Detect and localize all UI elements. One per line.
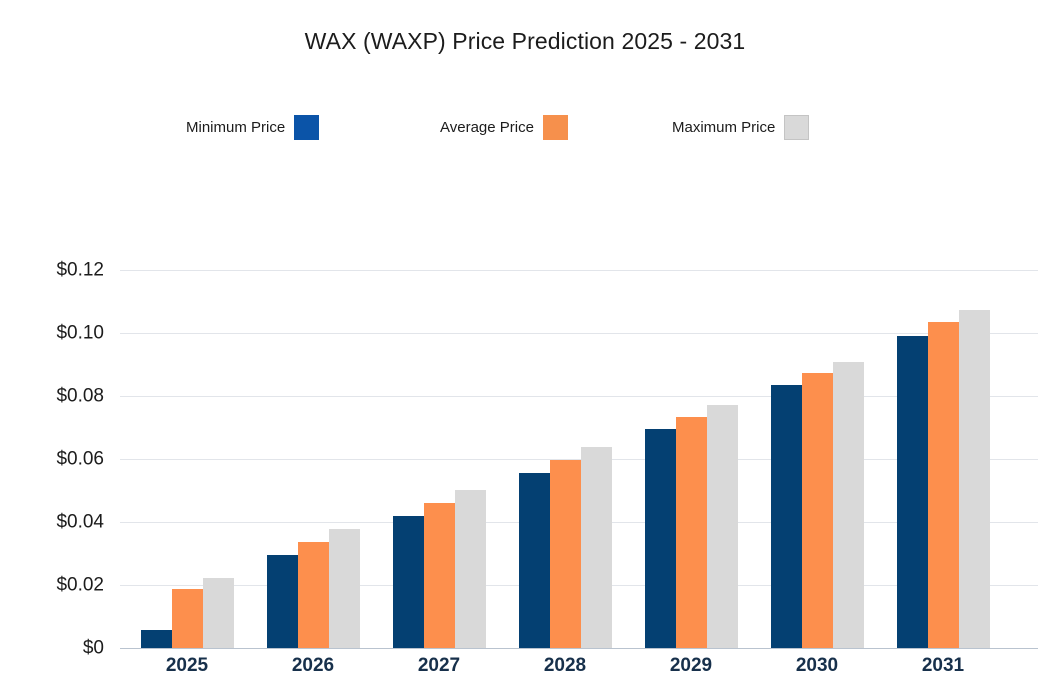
chart-title: WAX (WAXP) Price Prediction 2025 - 2031 [304,28,746,54]
x-axis-label: 2026 [291,655,335,676]
x-axis-label: 2025 [165,655,209,676]
bars-layer [120,270,1038,648]
x-axis-label: 2030 [795,655,839,676]
bar[interactable] [328,528,360,648]
y-axis-label: $0.10 [56,322,104,344]
bar[interactable] [392,516,424,648]
bar[interactable] [675,417,707,648]
legend-item-minimum-price[interactable]: Minimum Price [186,112,320,142]
bar[interactable] [423,503,455,648]
y-axis-label: $0.12 [56,259,104,281]
bar[interactable] [140,630,172,648]
bar[interactable] [202,578,234,648]
x-axis-label: 2031 [921,655,965,676]
legend-label-maximum-price: Maximum Price [672,118,776,136]
legend-label-minimum-price: Minimum Price [186,118,286,136]
bar[interactable] [801,373,833,648]
legend-item-maximum-price[interactable]: Maximum Price [672,112,810,142]
legend-swatch-minimum-price [294,114,320,140]
legend-item-average-price[interactable]: Average Price [440,112,568,142]
gridline [120,459,1038,460]
y-axis-label: $0.06 [56,448,104,470]
bar[interactable] [580,447,612,648]
bar[interactable] [549,459,581,648]
bar-group [266,270,360,648]
bar[interactable] [454,490,486,648]
bar[interactable] [706,405,738,648]
bar[interactable] [927,322,959,648]
bar[interactable] [958,310,990,648]
y-axis-label: $0.08 [56,385,104,407]
gridline [120,270,1038,271]
x-axis-tick-labels: 2025 2026 2027 2028 2029 2030 2031 [120,655,1038,684]
legend-swatch-maximum-price [784,114,810,140]
bar[interactable] [266,555,298,648]
gridline [120,396,1038,397]
bar[interactable] [832,361,864,648]
bar-group [392,270,486,648]
y-axis-label: $0.04 [56,511,104,533]
x-axis-label: 2028 [543,655,587,676]
bar[interactable] [297,542,329,648]
y-axis-label: $0 [82,637,104,659]
bar-group [644,270,738,648]
y-axis-label: $0.02 [56,574,104,596]
x-axis-label: 2029 [669,655,713,676]
bar-group [140,270,234,648]
bar[interactable] [518,472,550,648]
x-axis-label: 2027 [417,655,461,676]
plot-area [120,270,1038,649]
gridline [120,648,1038,649]
bar-group [770,270,864,648]
gridline [120,333,1038,334]
bar-group [896,270,990,648]
bar[interactable] [171,589,203,648]
chart-legend: Minimum Price Average Price Maximum Pric… [186,112,866,142]
bar[interactable] [644,429,676,648]
bar[interactable] [896,336,928,648]
bar[interactable] [770,384,802,648]
legend-swatch-average-price [542,114,568,140]
legend-label-average-price: Average Price [440,118,534,136]
bar-group [518,270,612,648]
